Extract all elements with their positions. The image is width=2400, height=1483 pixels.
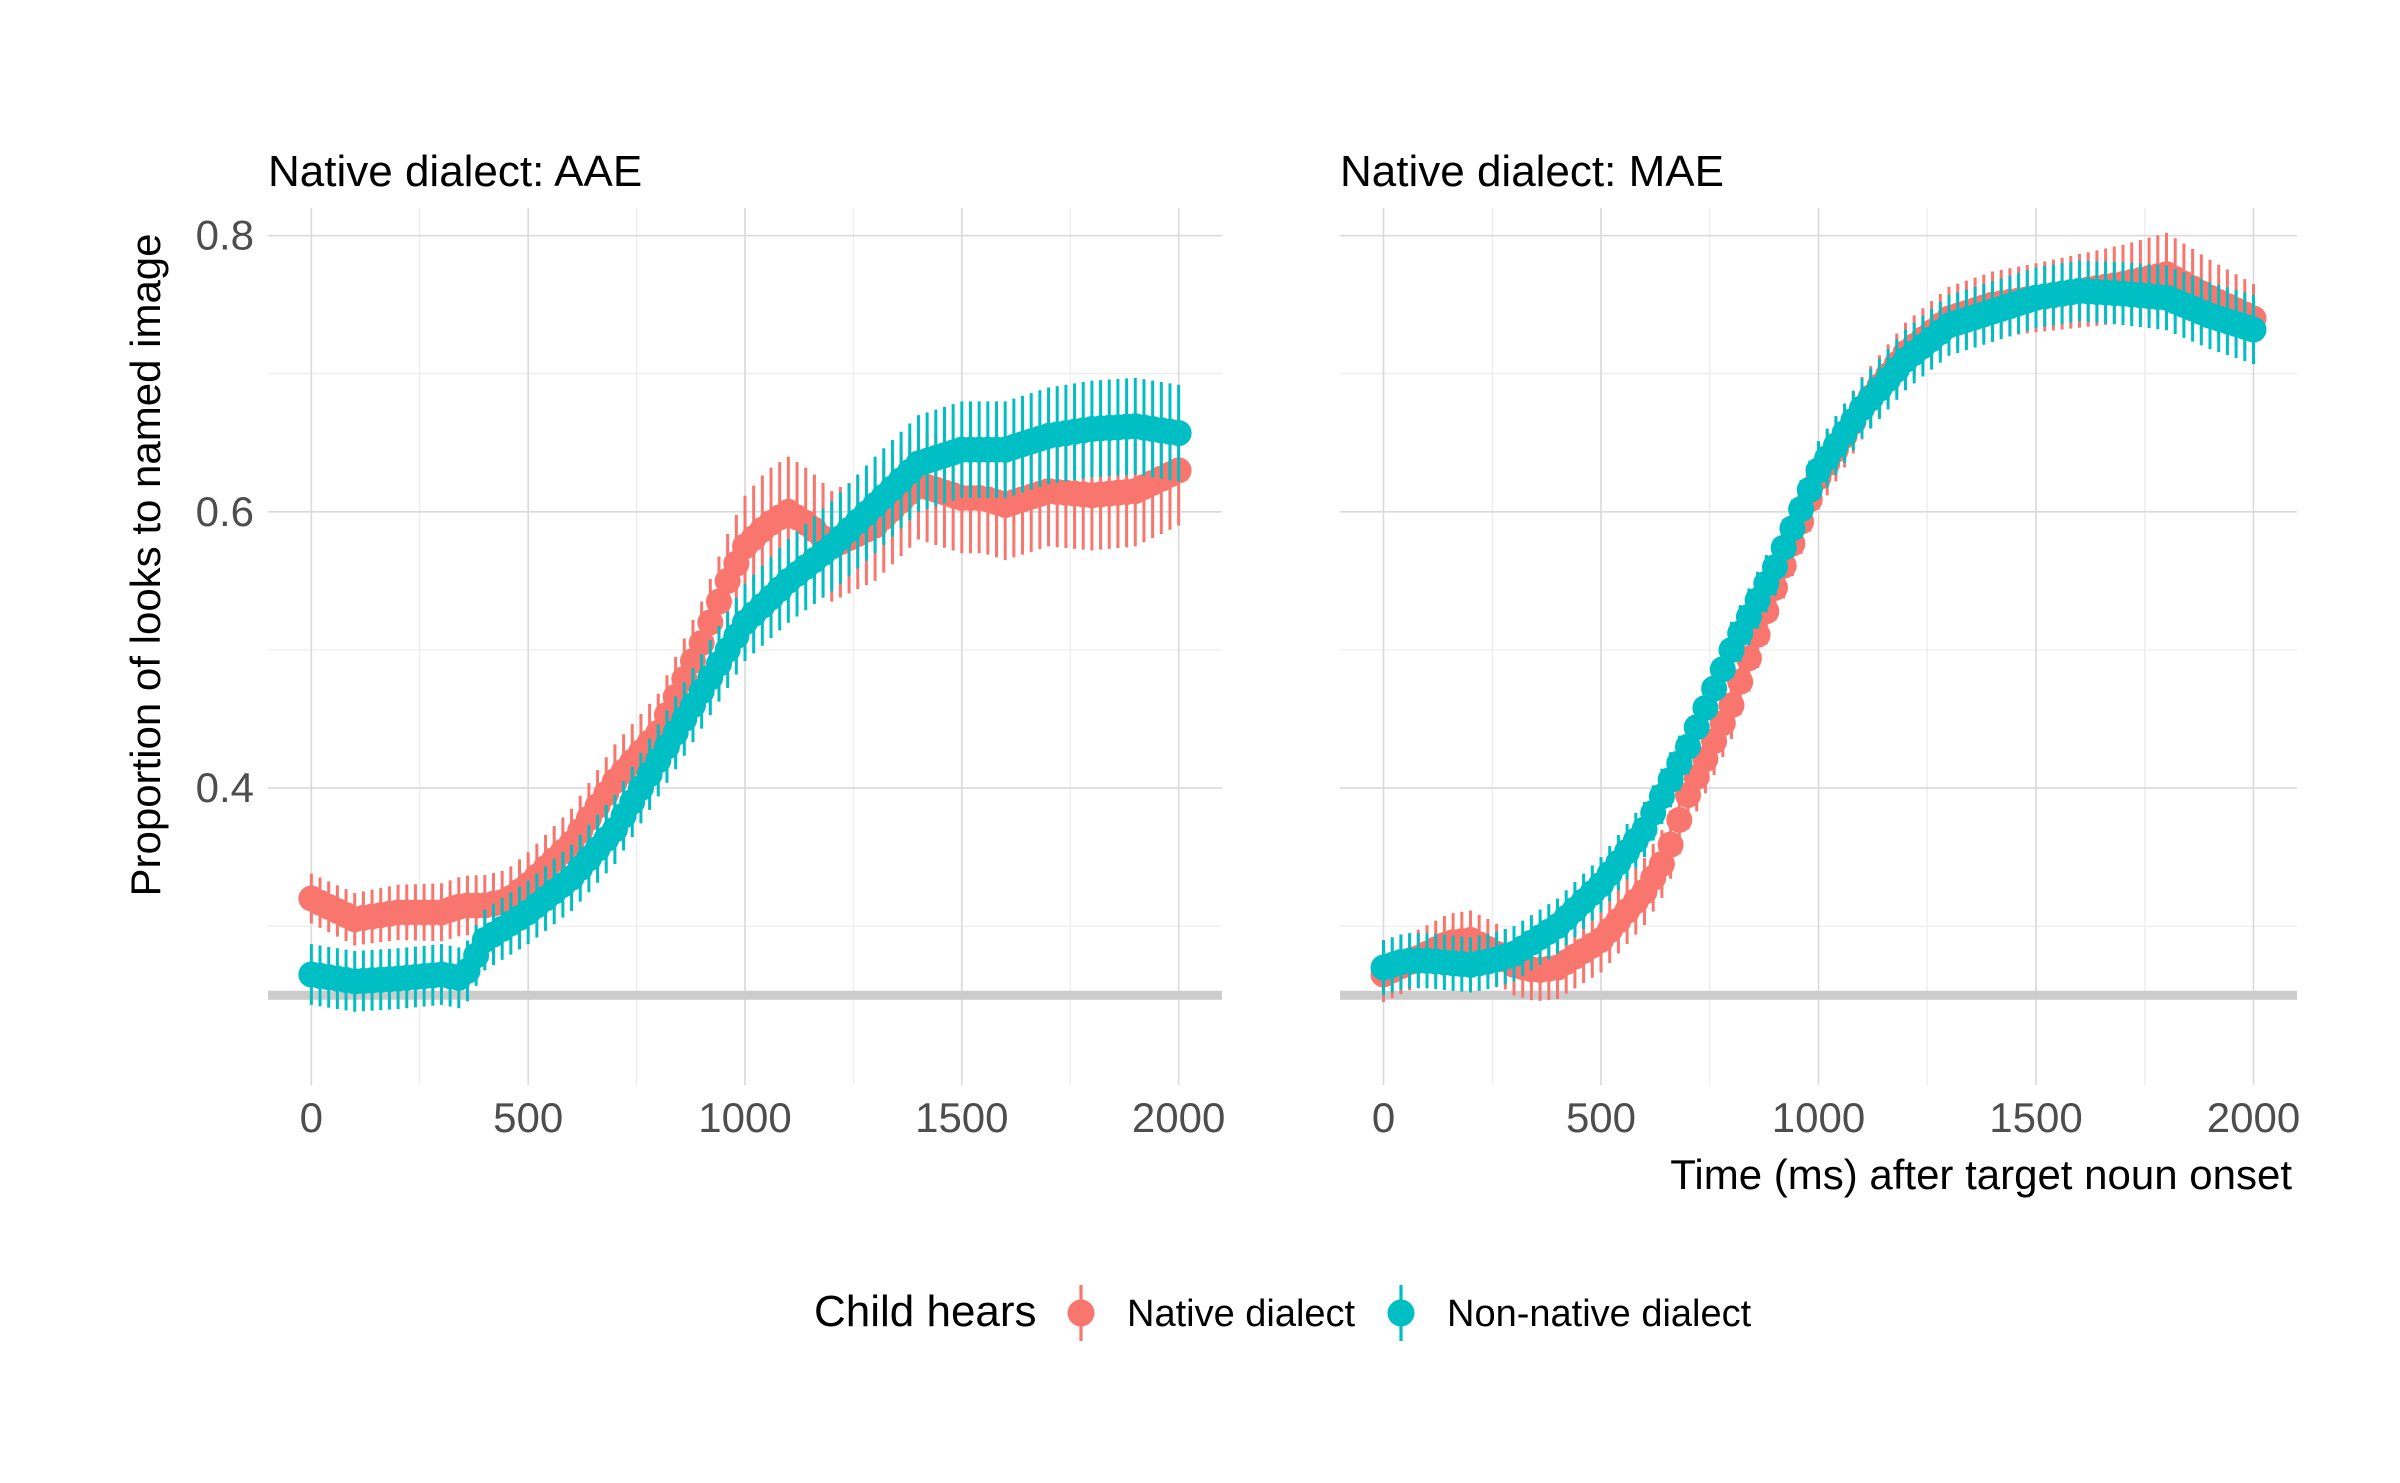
y-tick-label: 0.4 (196, 764, 254, 811)
data-point (1701, 675, 1728, 702)
data-point (1796, 476, 1823, 503)
legend-title: Child hears (814, 1287, 1037, 1336)
panel-aae-series (298, 377, 1192, 1012)
legend-key-nonnative (1387, 1285, 1415, 1341)
data-point (705, 588, 732, 615)
panel-mae-series (1370, 232, 2267, 1003)
x-tick-label: 1000 (698, 1094, 791, 1141)
data-point (1683, 714, 1710, 741)
data-point (1675, 733, 1701, 760)
y-tick-label: 0.6 (196, 488, 254, 535)
data-point (1657, 831, 1684, 858)
data-point (1718, 692, 1745, 719)
legend: Child hears Native dialect Non-native di… (814, 1285, 1752, 1341)
x-tick-label: 500 (493, 1094, 563, 1141)
x-tick-label: 1000 (1772, 1094, 1865, 1141)
data-point (1779, 515, 1806, 542)
y-tick-label: 0.8 (196, 212, 254, 259)
data-point (697, 609, 724, 636)
legend-label-nonnative: Non-native dialect (1447, 1293, 1752, 1335)
x-axis-title: Time (ms) after target noun onset (1670, 1151, 2292, 1198)
data-point (1788, 496, 1815, 523)
data-point (1165, 420, 1192, 447)
panel-aae-grid (268, 208, 1222, 1085)
data-point (1648, 851, 1675, 878)
panel-title-mae: Native dialect: MAE (1340, 147, 1724, 196)
panel-mae: Native dialect: MAE 0 500 1000 1500 2000 (1340, 147, 2300, 1141)
x-tick-label: 0 (1372, 1094, 1395, 1141)
series-nonnative (298, 377, 1192, 1012)
x-tick-label: 2000 (1132, 1094, 1225, 1141)
panel-aae-y-ticks: 0.4 0.6 0.8 (196, 212, 254, 811)
panel-mae-x-ticks: 0 500 1000 1500 2000 (1372, 1094, 2300, 1141)
panel-aae-x-ticks: 0 500 1000 1500 2000 (300, 1094, 1226, 1141)
panel-aae: Native dialect: AAE 0 500 1000 1500 2000 0.4… (196, 147, 1226, 1141)
data-point (1692, 694, 1719, 721)
x-tick-label: 2000 (2207, 1094, 2300, 1141)
panel-title-aae: Native dialect: AAE (268, 147, 642, 196)
data-point (1666, 806, 1693, 833)
legend-label-native: Native dialect (1127, 1293, 1356, 1335)
series-nonnative (1370, 260, 2267, 996)
data-point (1770, 534, 1797, 561)
x-tick-label: 1500 (1989, 1094, 2082, 1141)
data-point (1709, 656, 1736, 683)
data-point (1762, 554, 1788, 581)
x-tick-label: 500 (1566, 1094, 1636, 1141)
data-point (2240, 316, 2267, 343)
y-axis-title: Proportion of looks to named image (122, 233, 169, 896)
legend-key-native (1067, 1285, 1095, 1341)
x-tick-label: 0 (300, 1094, 323, 1141)
x-tick-label: 1500 (915, 1094, 1008, 1141)
data-point (688, 630, 715, 657)
